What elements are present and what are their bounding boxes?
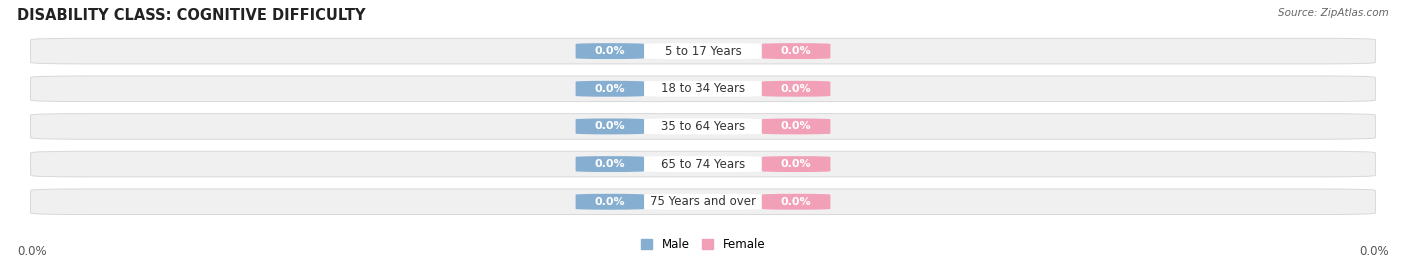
- Text: 0.0%: 0.0%: [595, 46, 626, 56]
- Text: 0.0%: 0.0%: [780, 84, 811, 94]
- Text: 0.0%: 0.0%: [780, 159, 811, 169]
- Text: DISABILITY CLASS: COGNITIVE DIFFICULTY: DISABILITY CLASS: COGNITIVE DIFFICULTY: [17, 8, 366, 23]
- FancyBboxPatch shape: [31, 114, 1375, 139]
- FancyBboxPatch shape: [575, 43, 644, 59]
- FancyBboxPatch shape: [644, 81, 762, 97]
- Text: 0.0%: 0.0%: [780, 121, 811, 132]
- FancyBboxPatch shape: [575, 194, 644, 210]
- Text: Source: ZipAtlas.com: Source: ZipAtlas.com: [1278, 8, 1389, 18]
- FancyBboxPatch shape: [31, 151, 1375, 177]
- Text: 35 to 64 Years: 35 to 64 Years: [661, 120, 745, 133]
- Text: 0.0%: 0.0%: [780, 46, 811, 56]
- FancyBboxPatch shape: [31, 76, 1375, 102]
- FancyBboxPatch shape: [575, 156, 644, 172]
- FancyBboxPatch shape: [762, 118, 831, 134]
- FancyBboxPatch shape: [575, 118, 644, 134]
- FancyBboxPatch shape: [762, 81, 831, 97]
- Text: 65 to 74 Years: 65 to 74 Years: [661, 158, 745, 171]
- FancyBboxPatch shape: [31, 38, 1375, 64]
- Text: 0.0%: 0.0%: [17, 245, 46, 258]
- FancyBboxPatch shape: [644, 43, 762, 59]
- FancyBboxPatch shape: [31, 189, 1375, 215]
- FancyBboxPatch shape: [644, 156, 762, 172]
- Legend: Male, Female: Male, Female: [636, 234, 770, 256]
- Text: 0.0%: 0.0%: [595, 84, 626, 94]
- Text: 0.0%: 0.0%: [595, 121, 626, 132]
- FancyBboxPatch shape: [575, 81, 644, 97]
- Text: 0.0%: 0.0%: [595, 159, 626, 169]
- FancyBboxPatch shape: [762, 43, 831, 59]
- Text: 18 to 34 Years: 18 to 34 Years: [661, 82, 745, 95]
- Text: 0.0%: 0.0%: [1360, 245, 1389, 258]
- FancyBboxPatch shape: [644, 194, 762, 210]
- FancyBboxPatch shape: [762, 194, 831, 210]
- FancyBboxPatch shape: [762, 156, 831, 172]
- Text: 75 Years and over: 75 Years and over: [650, 195, 756, 208]
- Text: 0.0%: 0.0%: [780, 197, 811, 207]
- FancyBboxPatch shape: [644, 118, 762, 134]
- Text: 0.0%: 0.0%: [595, 197, 626, 207]
- Text: 5 to 17 Years: 5 to 17 Years: [665, 45, 741, 58]
